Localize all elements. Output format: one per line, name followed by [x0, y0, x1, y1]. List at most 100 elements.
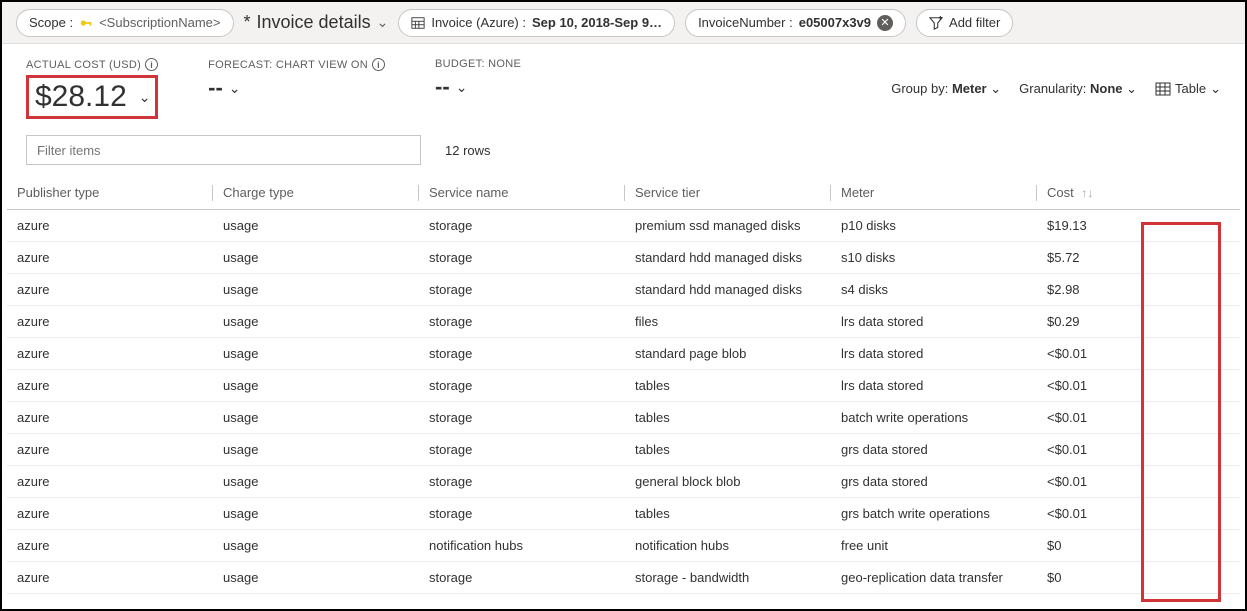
cell-cost: <$0.01	[1037, 433, 1240, 465]
table-row[interactable]: azureusagestoragetableslrs data stored<$…	[7, 369, 1240, 401]
table-row[interactable]: azureusagestoragetablesbatch write opera…	[7, 401, 1240, 433]
cell-pub: azure	[7, 497, 213, 529]
cell-svc: storage	[419, 273, 625, 305]
cell-cost: $2.98	[1037, 273, 1240, 305]
cell-pub: azure	[7, 401, 213, 433]
cell-pub: azure	[7, 433, 213, 465]
actual-cost-label-text: ACTUAL COST (USD)	[26, 59, 141, 71]
filter-topbar: Scope : <SubscriptionName> * Invoice det…	[2, 2, 1245, 44]
cell-tier: tables	[625, 401, 831, 433]
cell-pub: azure	[7, 241, 213, 273]
cell-svc: storage	[419, 369, 625, 401]
cell-meter: batch write operations	[831, 401, 1037, 433]
cell-tier: files	[625, 305, 831, 337]
scope-pill[interactable]: Scope : <SubscriptionName>	[16, 9, 234, 37]
table-row[interactable]: azureusagestoragestorage - bandwidthgeo-…	[7, 561, 1240, 593]
cell-tier: premium ssd managed disks	[625, 209, 831, 241]
col-meter[interactable]: Meter	[831, 177, 1037, 209]
app-frame: Scope : <SubscriptionName> * Invoice det…	[0, 0, 1247, 611]
cell-tier: standard hdd managed disks	[625, 241, 831, 273]
cell-meter: p10 disks	[831, 209, 1037, 241]
cell-svc: storage	[419, 337, 625, 369]
summary-strip: ACTUAL COST (USD) i $28.12 ⌄ FORECAST: C…	[2, 44, 1245, 129]
cell-meter: lrs data stored	[831, 337, 1037, 369]
col-cost[interactable]: Cost ↑↓	[1037, 177, 1240, 209]
cost-table: Publisher type Charge type Service name …	[7, 177, 1240, 594]
table-row[interactable]: azureusagestoragetablesgrs data stored<$…	[7, 433, 1240, 465]
cell-charge: usage	[213, 529, 419, 561]
groupby-control[interactable]: Group by: Meter ⌄	[891, 81, 1001, 97]
cell-tier: notification hubs	[625, 529, 831, 561]
forecast-value: --	[208, 75, 223, 101]
cell-svc: storage	[419, 241, 625, 273]
actual-cost-value-highlight: $28.12 ⌄	[26, 75, 158, 119]
table-row[interactable]: azureusagestoragegeneral block blobgrs d…	[7, 465, 1240, 497]
chevron-down-icon[interactable]: ⌄	[139, 89, 151, 106]
cell-charge: usage	[213, 497, 419, 529]
chevron-down-icon: ⌄	[456, 79, 468, 96]
table-row[interactable]: azureusagestoragepremium ssd managed dis…	[7, 209, 1240, 241]
invoice-period-pill[interactable]: Invoice (Azure) : Sep 10, 2018-Sep 9…	[398, 9, 675, 37]
cell-meter: grs batch write operations	[831, 497, 1037, 529]
cell-svc: notification hubs	[419, 529, 625, 561]
cell-svc: storage	[419, 305, 625, 337]
forecast-label: FORECAST: CHART VIEW ON i	[208, 58, 385, 71]
actual-cost-value[interactable]: $28.12	[29, 78, 133, 116]
cell-cost: $0	[1037, 561, 1240, 593]
cell-tier: tables	[625, 433, 831, 465]
col-charge-type[interactable]: Charge type	[213, 177, 419, 209]
table-row[interactable]: azureusagestoragefileslrs data stored$0.…	[7, 305, 1240, 337]
add-filter-button[interactable]: Add filter	[916, 9, 1013, 37]
cell-charge: usage	[213, 561, 419, 593]
cell-tier: standard page blob	[625, 337, 831, 369]
table-row[interactable]: azureusagestoragetablesgrs batch write o…	[7, 497, 1240, 529]
col-cost-label: Cost	[1047, 185, 1074, 200]
cell-pub: azure	[7, 529, 213, 561]
budget-value-box[interactable]: -- ⌄	[435, 74, 521, 100]
forecast-value-box[interactable]: -- ⌄	[208, 75, 385, 101]
cell-svc: storage	[419, 401, 625, 433]
info-icon[interactable]: i	[372, 58, 385, 71]
cell-cost: <$0.01	[1037, 369, 1240, 401]
budget-label-text: BUDGET: NONE	[435, 58, 521, 70]
groupby-value: Meter	[952, 81, 987, 96]
col-service-tier[interactable]: Service tier	[625, 177, 831, 209]
invoice-period-label: Invoice (Azure) :	[431, 15, 526, 30]
cell-charge: usage	[213, 369, 419, 401]
view-switch[interactable]: Table ⌄	[1155, 81, 1221, 97]
budget-value: --	[435, 74, 450, 100]
cell-charge: usage	[213, 305, 419, 337]
cell-tier: standard hdd managed disks	[625, 273, 831, 305]
cell-meter: lrs data stored	[831, 305, 1037, 337]
cell-cost: <$0.01	[1037, 401, 1240, 433]
cell-tier: tables	[625, 369, 831, 401]
chevron-down-icon: ⌄	[377, 14, 389, 31]
close-icon[interactable]: ✕	[877, 15, 893, 31]
scope-value: <SubscriptionName>	[99, 15, 220, 30]
table-row[interactable]: azureusagestoragestandard hdd managed di…	[7, 273, 1240, 305]
table-row[interactable]: azureusagestoragestandard page bloblrs d…	[7, 337, 1240, 369]
cell-tier: general block blob	[625, 465, 831, 497]
table-row[interactable]: azureusagenotification hubsnotification …	[7, 529, 1240, 561]
budget-label: BUDGET: NONE	[435, 58, 521, 70]
cell-charge: usage	[213, 401, 419, 433]
scope-label: Scope :	[29, 15, 73, 30]
cell-cost: <$0.01	[1037, 497, 1240, 529]
info-icon[interactable]: i	[145, 58, 158, 71]
page-title[interactable]: * Invoice details ⌄	[244, 12, 389, 33]
cell-pub: azure	[7, 209, 213, 241]
cell-charge: usage	[213, 337, 419, 369]
dirty-indicator: *	[244, 12, 251, 33]
table-row[interactable]: azureusagestoragestandard hdd managed di…	[7, 241, 1240, 273]
col-service-name[interactable]: Service name	[419, 177, 625, 209]
cell-meter: grs data stored	[831, 433, 1037, 465]
cell-pub: azure	[7, 465, 213, 497]
col-publisher-type[interactable]: Publisher type	[7, 177, 213, 209]
filter-items-input[interactable]	[26, 135, 421, 165]
cell-cost: $0.29	[1037, 305, 1240, 337]
forecast-label-text: FORECAST: CHART VIEW ON	[208, 59, 368, 71]
filter-bar: 12 rows	[2, 129, 1245, 177]
granularity-control[interactable]: Granularity: None ⌄	[1019, 81, 1137, 97]
chevron-down-icon: ⌄	[990, 81, 1001, 96]
invoice-number-pill[interactable]: InvoiceNumber : e05007x3v9 ✕	[685, 9, 906, 37]
